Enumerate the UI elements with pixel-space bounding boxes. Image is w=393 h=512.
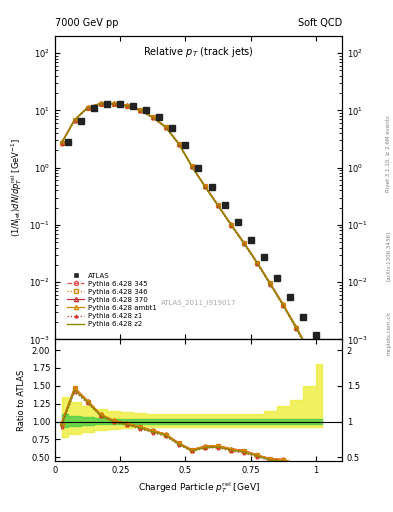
ATLAS [183,142,188,148]
ATLAS [235,220,240,226]
ATLAS [144,108,149,114]
Text: Relative $p_T$ (track jets): Relative $p_T$ (track jets) [143,45,254,59]
ATLAS [92,105,97,111]
X-axis label: Charged Particle $p_T^\mathrm{rel}$ [GeV]: Charged Particle $p_T^\mathrm{rel}$ [GeV… [138,480,259,495]
Y-axis label: Ratio to ATLAS: Ratio to ATLAS [17,370,26,431]
Text: 7000 GeV pp: 7000 GeV pp [55,18,119,28]
ATLAS [118,101,123,107]
ATLAS [209,184,214,190]
ATLAS [314,332,318,338]
Text: [arXiv:1306.3436]: [arXiv:1306.3436] [386,231,391,281]
ATLAS [327,349,331,355]
ATLAS [157,114,162,120]
Line: ATLAS: ATLAS [65,101,332,355]
Y-axis label: $(1/N_\mathrm{jet})dN/dp_T^\mathrm{rel}\ [\mathrm{GeV}^{-1}]$: $(1/N_\mathrm{jet})dN/dp_T^\mathrm{rel}\… [9,138,24,237]
Text: Soft QCD: Soft QCD [298,18,342,28]
Text: Rivet 3.1.10, ≥ 2.6M events: Rivet 3.1.10, ≥ 2.6M events [386,115,391,192]
ATLAS [222,202,227,208]
ATLAS [79,118,83,124]
Legend: ATLAS, Pythia 6.428 345, Pythia 6.428 346, Pythia 6.428 370, Pythia 6.428 ambt1,: ATLAS, Pythia 6.428 345, Pythia 6.428 34… [64,270,160,330]
ATLAS [287,294,292,300]
ATLAS [274,274,279,281]
ATLAS [170,124,175,131]
Text: ATLAS_2011_I919017: ATLAS_2011_I919017 [161,300,236,306]
ATLAS [248,237,253,243]
ATLAS [105,101,110,107]
ATLAS [66,139,70,145]
ATLAS [261,253,266,260]
ATLAS [131,103,136,109]
ATLAS [196,164,201,170]
ATLAS [300,313,305,319]
Text: mcplots.cern.ch: mcplots.cern.ch [386,311,391,355]
